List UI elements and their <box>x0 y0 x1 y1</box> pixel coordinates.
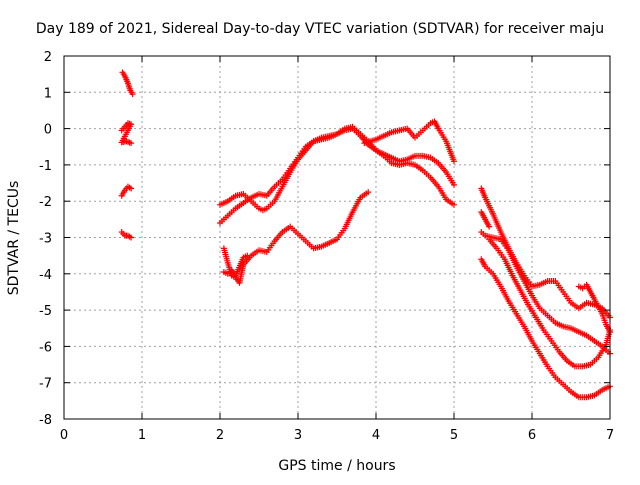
y-tick-label: -7 <box>39 377 52 392</box>
data-point-late-F <box>486 223 493 230</box>
data-point-early-1 <box>129 91 136 98</box>
data-point-mid-D <box>365 189 372 196</box>
data-point-mid-B <box>451 201 457 208</box>
x-tick-label: 1 <box>138 428 146 443</box>
y-tick-label: -2 <box>39 195 52 210</box>
data-point-early-2 <box>128 140 135 147</box>
data-point-early-3 <box>128 185 135 192</box>
y-tick-label: -8 <box>39 413 52 428</box>
x-axis-label: GPS time / hours <box>278 458 395 474</box>
y-tick-label: -3 <box>39 232 52 247</box>
x-tick-label: 5 <box>450 428 458 443</box>
y-tick-label: -1 <box>39 159 52 174</box>
y-tick-label: -4 <box>39 268 52 283</box>
y-tick-label: -5 <box>39 304 52 319</box>
y-tick-label: 2 <box>44 50 52 65</box>
x-tick-label: 3 <box>294 428 302 443</box>
y-tick-label: 1 <box>44 86 52 101</box>
y-tick-label: -6 <box>39 340 52 355</box>
data-point-mid-E <box>244 252 251 259</box>
y-axis-label: SDTVAR / TECUs <box>6 181 22 296</box>
data-points <box>118 69 613 401</box>
x-tick-label: 6 <box>528 428 536 443</box>
x-tick-label: 0 <box>60 428 68 443</box>
y-tick-label: 0 <box>44 123 52 138</box>
x-tick-label: 7 <box>606 428 614 443</box>
ticks: 0 1 2 3 4 5 6 7 2 1 0 -1 -2 -3 -4 -5 -6 -7 -8 <box>39 50 614 443</box>
chart-title: Day 189 of 2021, Sidereal Day-to-day VTE… <box>36 21 604 37</box>
data-point-mid-C <box>451 158 457 165</box>
x-tick-label: 2 <box>216 428 224 443</box>
grid <box>64 56 610 419</box>
data-point-mid-A <box>451 181 457 188</box>
data-point-early-4 <box>128 234 135 241</box>
x-tick-label: 4 <box>372 428 380 443</box>
